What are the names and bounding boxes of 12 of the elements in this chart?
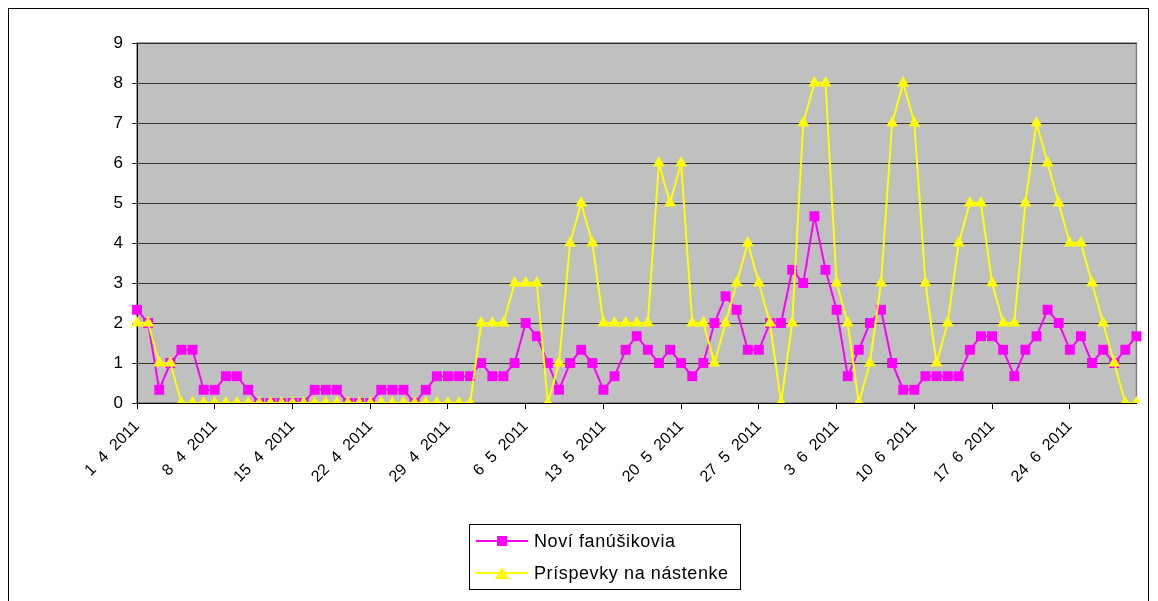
- y-tick-label: 3: [113, 272, 123, 292]
- y-tick-label: 0: [113, 392, 123, 412]
- y-tick-label: 2: [113, 312, 123, 332]
- y-tick-label: 4: [113, 232, 123, 252]
- y-tick-label: 1: [113, 352, 123, 372]
- y-tick-label: 9: [113, 32, 123, 52]
- y-tick-label: 5: [113, 192, 123, 212]
- y-tick-label: 8: [113, 72, 123, 92]
- y-tick-label: 7: [113, 112, 123, 132]
- legend-label: Príspevky na nástenke: [534, 562, 729, 584]
- legend-label: Noví fanúšikovia: [534, 530, 676, 552]
- y-tick-label: 6: [113, 152, 123, 172]
